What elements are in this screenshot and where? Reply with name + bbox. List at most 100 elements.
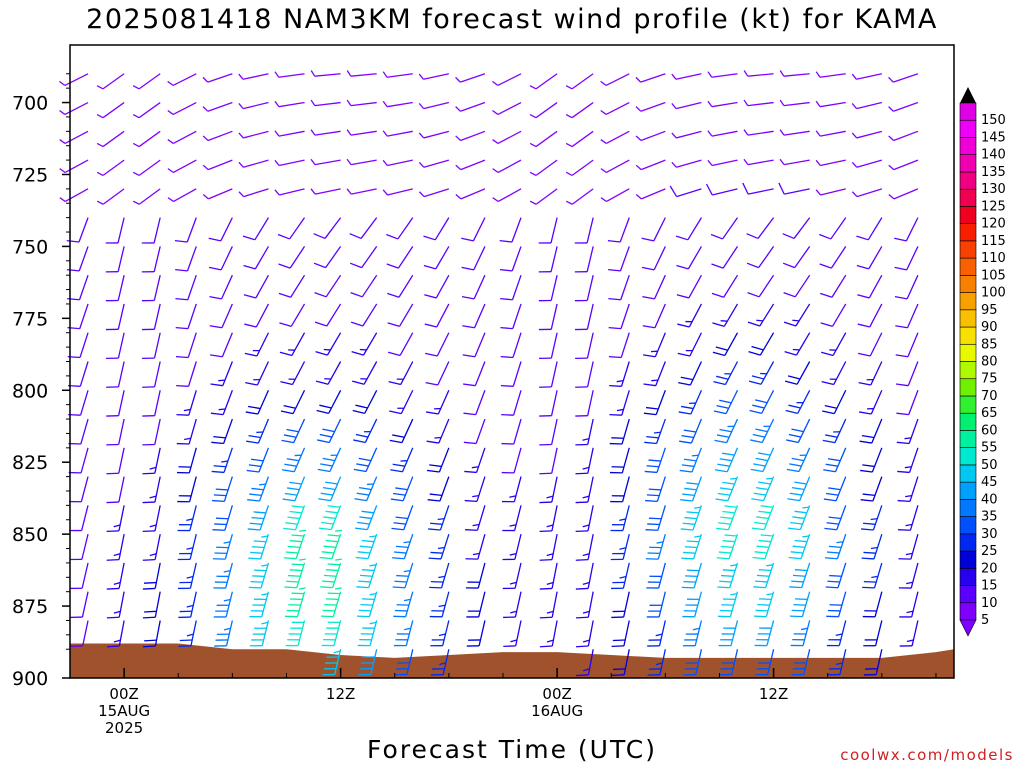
- wind-barb: [349, 217, 378, 240]
- barb-feather: [106, 530, 119, 533]
- barb-feather: [353, 439, 366, 444]
- wind-barb: [167, 73, 197, 86]
- barb-staff: [659, 649, 666, 675]
- wind-barb: [710, 217, 739, 240]
- wind-barb: [716, 533, 739, 560]
- barb-feather: [609, 413, 622, 416]
- wind-barb: [642, 274, 666, 300]
- barb-feather: [429, 493, 443, 497]
- wind-barb: [142, 476, 161, 504]
- wind-barb: [389, 418, 414, 444]
- wind-barb: [175, 332, 197, 359]
- barb-feather: [455, 76, 461, 83]
- barb-feather: [418, 132, 425, 139]
- barb-feather: [679, 440, 692, 444]
- barb-staff: [658, 591, 666, 618]
- barb-staff: [477, 562, 486, 589]
- barb-staff: [836, 505, 847, 530]
- wind-barb: [247, 476, 270, 502]
- barb-staff: [655, 361, 666, 386]
- barb-staff: [802, 620, 811, 646]
- barb-feather: [905, 494, 912, 498]
- barb-staff: [327, 361, 342, 385]
- wind-barb: [823, 476, 847, 502]
- wind-barb: [790, 620, 811, 647]
- wind-barb: [70, 591, 89, 619]
- wind-barb: [132, 73, 161, 90]
- barb-staff: [764, 533, 775, 559]
- wind-barb: [322, 649, 342, 676]
- wind-barb: [676, 274, 702, 299]
- barb-feather: [430, 551, 443, 554]
- barb-feather: [565, 171, 573, 176]
- barb-staff: [472, 217, 486, 242]
- barb-staff: [801, 562, 811, 588]
- barb-staff: [314, 73, 341, 77]
- barb-feather: [707, 159, 713, 166]
- wind-barb: [779, 129, 810, 136]
- wind-barb: [742, 182, 774, 195]
- barb-feather: [283, 527, 296, 531]
- barb-feather: [611, 674, 625, 676]
- barb-feather: [356, 586, 369, 589]
- wind-barb: [529, 130, 558, 148]
- barb-feather: [314, 321, 328, 327]
- barb-staff: [117, 246, 125, 272]
- wind-barb: [317, 447, 342, 473]
- barb-feather: [280, 410, 294, 415]
- barb-staff: [711, 130, 738, 137]
- y-tick-label: 850: [12, 524, 48, 546]
- barb-feather: [455, 106, 461, 112]
- barb-feather: [682, 493, 695, 497]
- wind-barb: [747, 274, 775, 298]
- barb-staff: [435, 246, 450, 270]
- barb-staff: [102, 73, 125, 90]
- barb-feather: [325, 510, 338, 514]
- wind-barb: [238, 101, 269, 110]
- wind-barb: [825, 562, 847, 589]
- wind-barb: [386, 246, 414, 269]
- barb-feather: [149, 524, 157, 528]
- barb-feather: [608, 297, 621, 301]
- barb-staff: [331, 533, 342, 559]
- wind-barb: [389, 389, 414, 415]
- wind-barb: [249, 591, 270, 618]
- wind-barb: [427, 476, 450, 502]
- barb-staff: [290, 274, 306, 298]
- wind-barb: [106, 505, 125, 533]
- barb-feather: [792, 319, 800, 322]
- barb-feather: [671, 161, 677, 168]
- barb-feather: [851, 191, 858, 198]
- wind-barb: [819, 246, 847, 269]
- barb-staff: [655, 418, 666, 444]
- colorbar-label: 115: [981, 234, 1006, 249]
- wind-barb: [645, 505, 666, 531]
- barb-staff: [256, 361, 270, 386]
- barb-feather: [616, 379, 624, 383]
- barb-feather: [389, 439, 403, 444]
- wind-barb: [106, 447, 125, 475]
- barb-feather: [655, 662, 663, 666]
- wind-barb: [274, 100, 305, 108]
- barb-feather: [642, 325, 656, 329]
- barb-feather: [679, 469, 693, 473]
- barb-staff: [512, 303, 522, 329]
- barb-feather: [819, 292, 833, 298]
- barb-feather: [720, 545, 734, 549]
- barb-feather: [59, 139, 66, 144]
- barb-staff: [653, 274, 666, 300]
- barb-staff: [766, 620, 775, 646]
- wind-barbs: [59, 70, 919, 677]
- wind-barb: [860, 476, 883, 502]
- wind-barb: [178, 620, 197, 648]
- barb-feather: [427, 469, 440, 473]
- barb-feather: [253, 511, 266, 514]
- barb-staff: [758, 246, 775, 269]
- barb-feather: [67, 297, 80, 301]
- barb-feather: [896, 441, 910, 445]
- barb-feather: [608, 326, 622, 330]
- wind-barb: [539, 447, 558, 475]
- barb-feather: [707, 71, 713, 78]
- barb-staff: [870, 361, 883, 386]
- barb-feather: [683, 429, 697, 433]
